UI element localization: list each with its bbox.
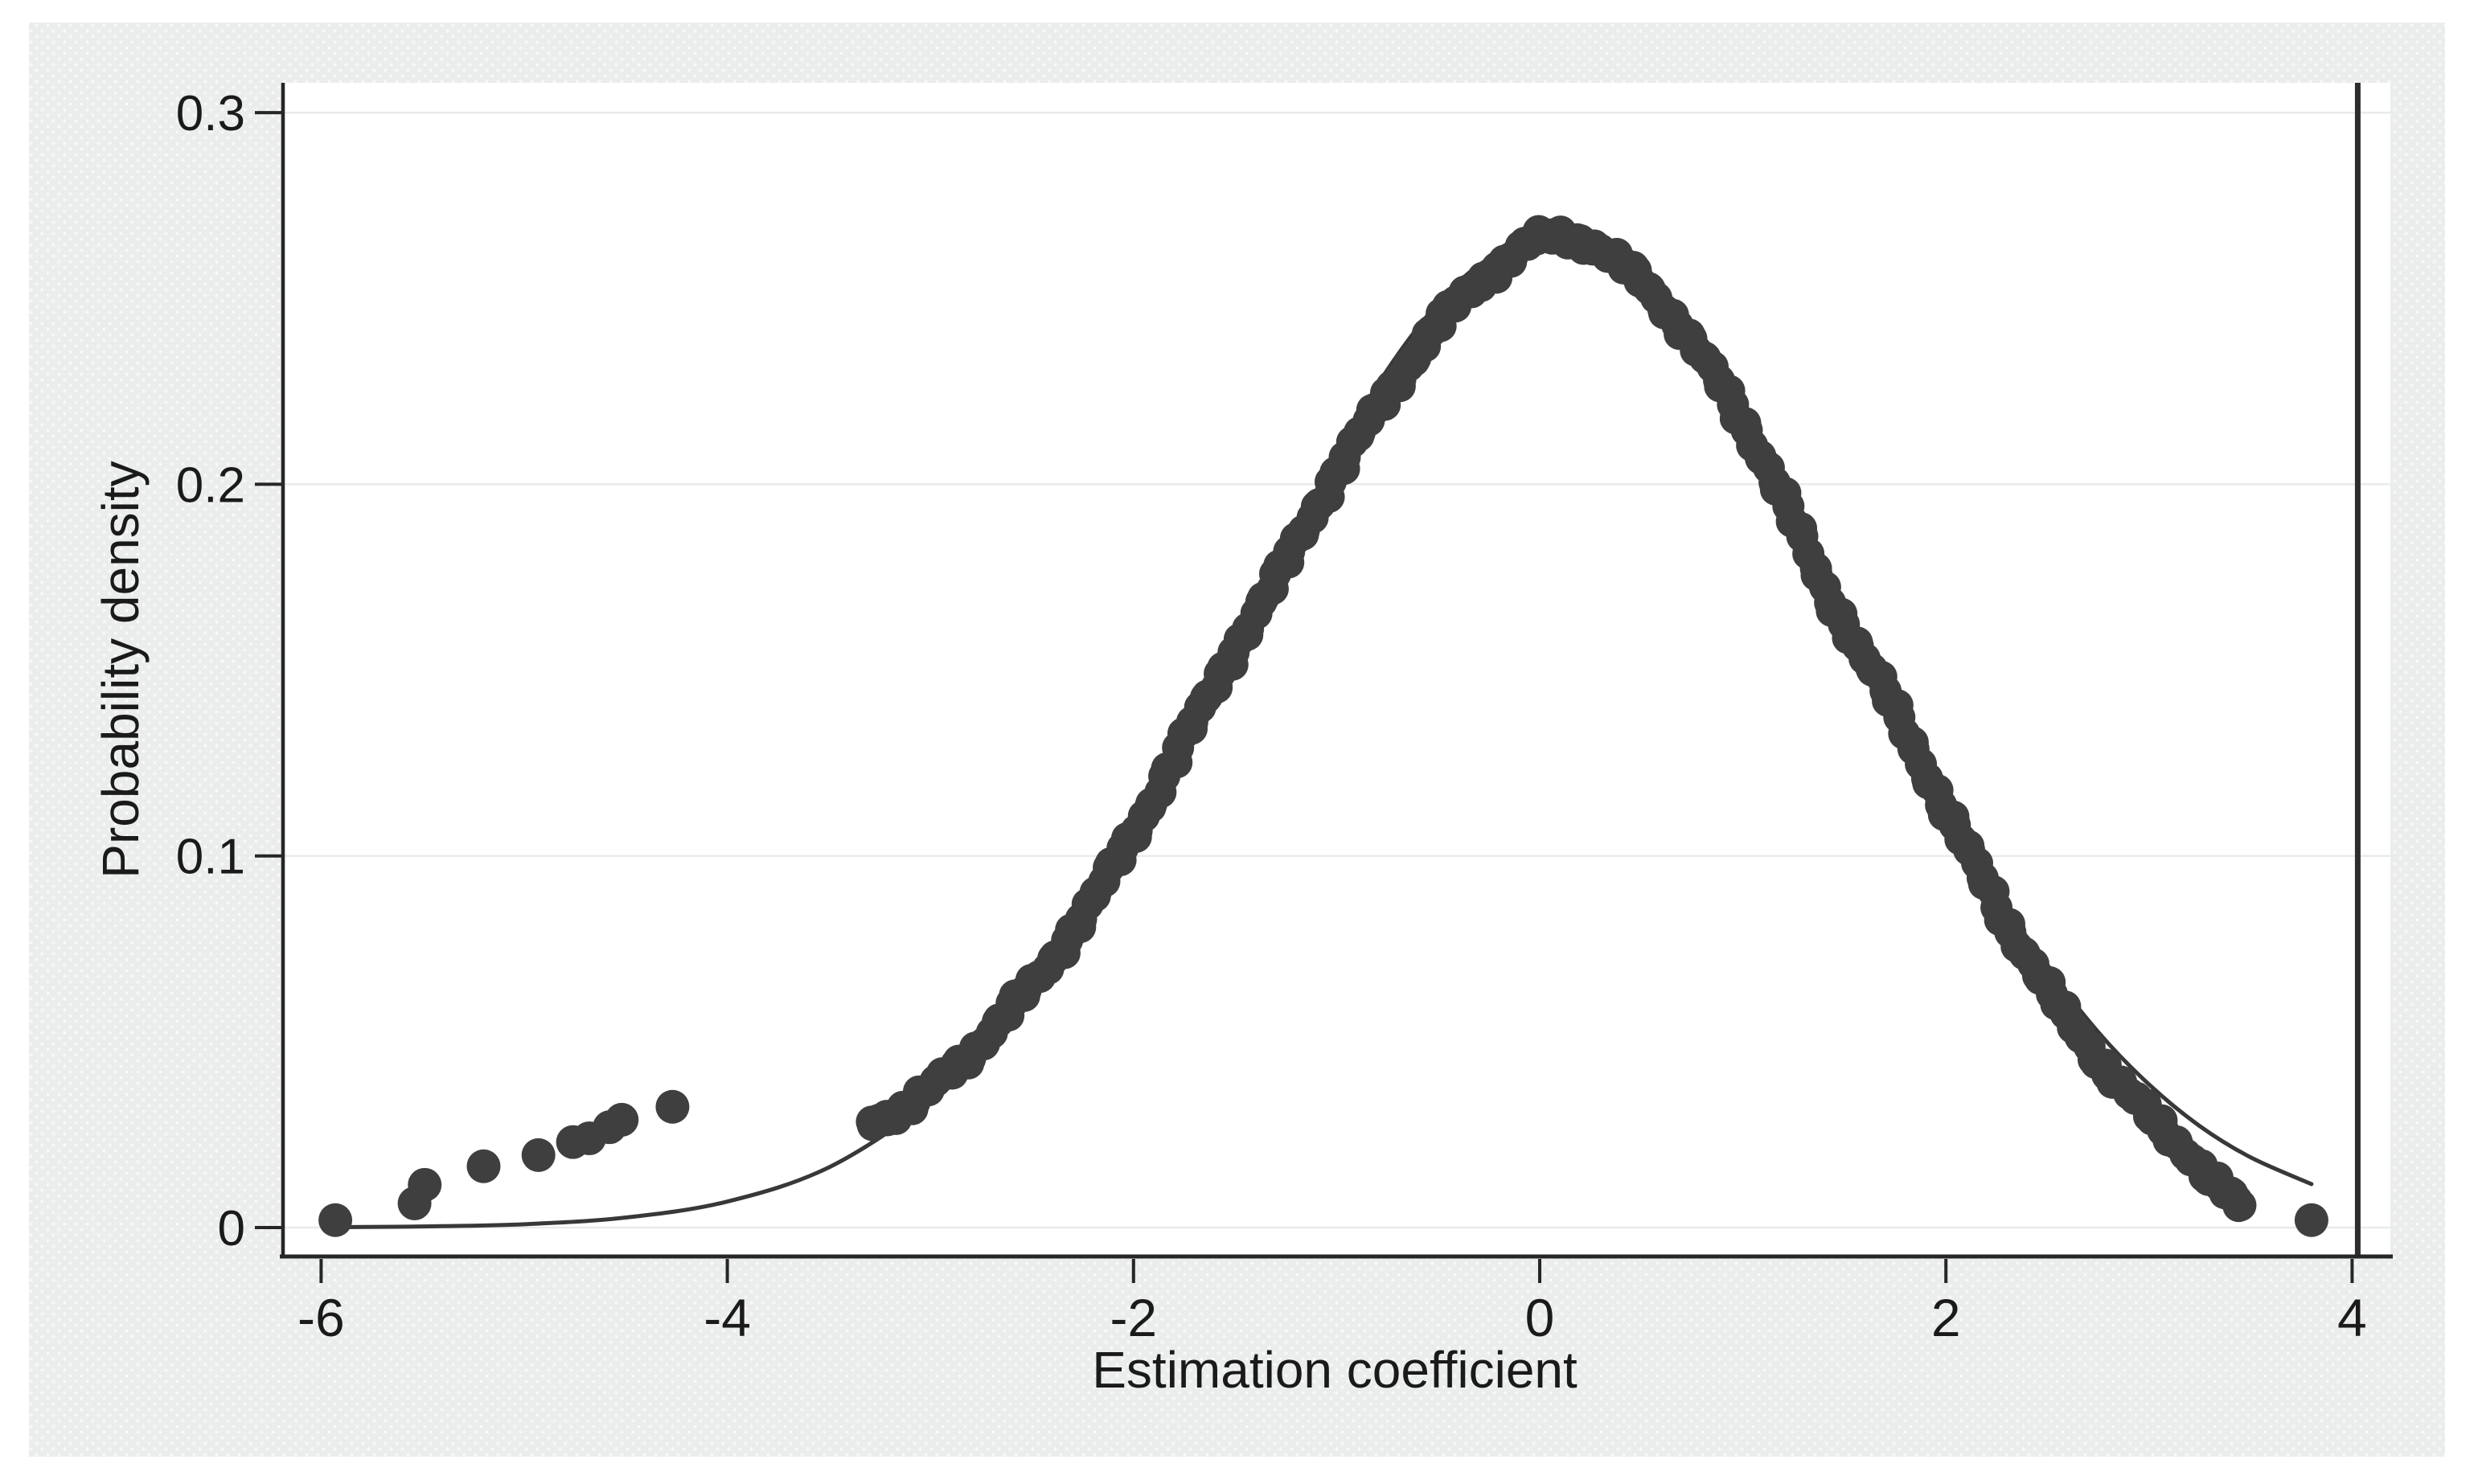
tail-outlier-marker [2294, 1203, 2328, 1237]
tail-outlier-markers [318, 1089, 2328, 1237]
tail-outlier-marker [466, 1149, 501, 1183]
y-axis-tick-label: 0 [218, 1201, 245, 1256]
tail-outlier-marker [318, 1203, 353, 1237]
x-axis-tick-label: -6 [297, 1288, 345, 1347]
x-axis-title: Estimation coefficient [1092, 1341, 1578, 1399]
y-axis-tick-label: 0.2 [176, 457, 245, 513]
tail-outlier-marker [408, 1167, 442, 1202]
kde-marker-band [855, 215, 2257, 1223]
x-axis-tick-label: 4 [2337, 1288, 2367, 1347]
plot-area [281, 83, 2390, 1256]
x-axis-tick-label: -4 [704, 1288, 751, 1347]
kde-marker [2224, 1189, 2257, 1222]
tail-outlier-marker [605, 1102, 639, 1137]
x-axis-tick-label: -2 [1110, 1288, 1157, 1347]
x-axis-tick-label: 0 [1525, 1288, 1555, 1347]
tail-outlier-marker [655, 1089, 690, 1124]
y-axis-tick-label: 0.1 [176, 830, 245, 885]
x-axis-tick-label: 2 [1931, 1288, 1961, 1347]
y-axis-title: Probability density [92, 461, 150, 878]
tail-outlier-marker [521, 1138, 556, 1172]
y-axis-tick-label: 0.3 [176, 86, 245, 141]
